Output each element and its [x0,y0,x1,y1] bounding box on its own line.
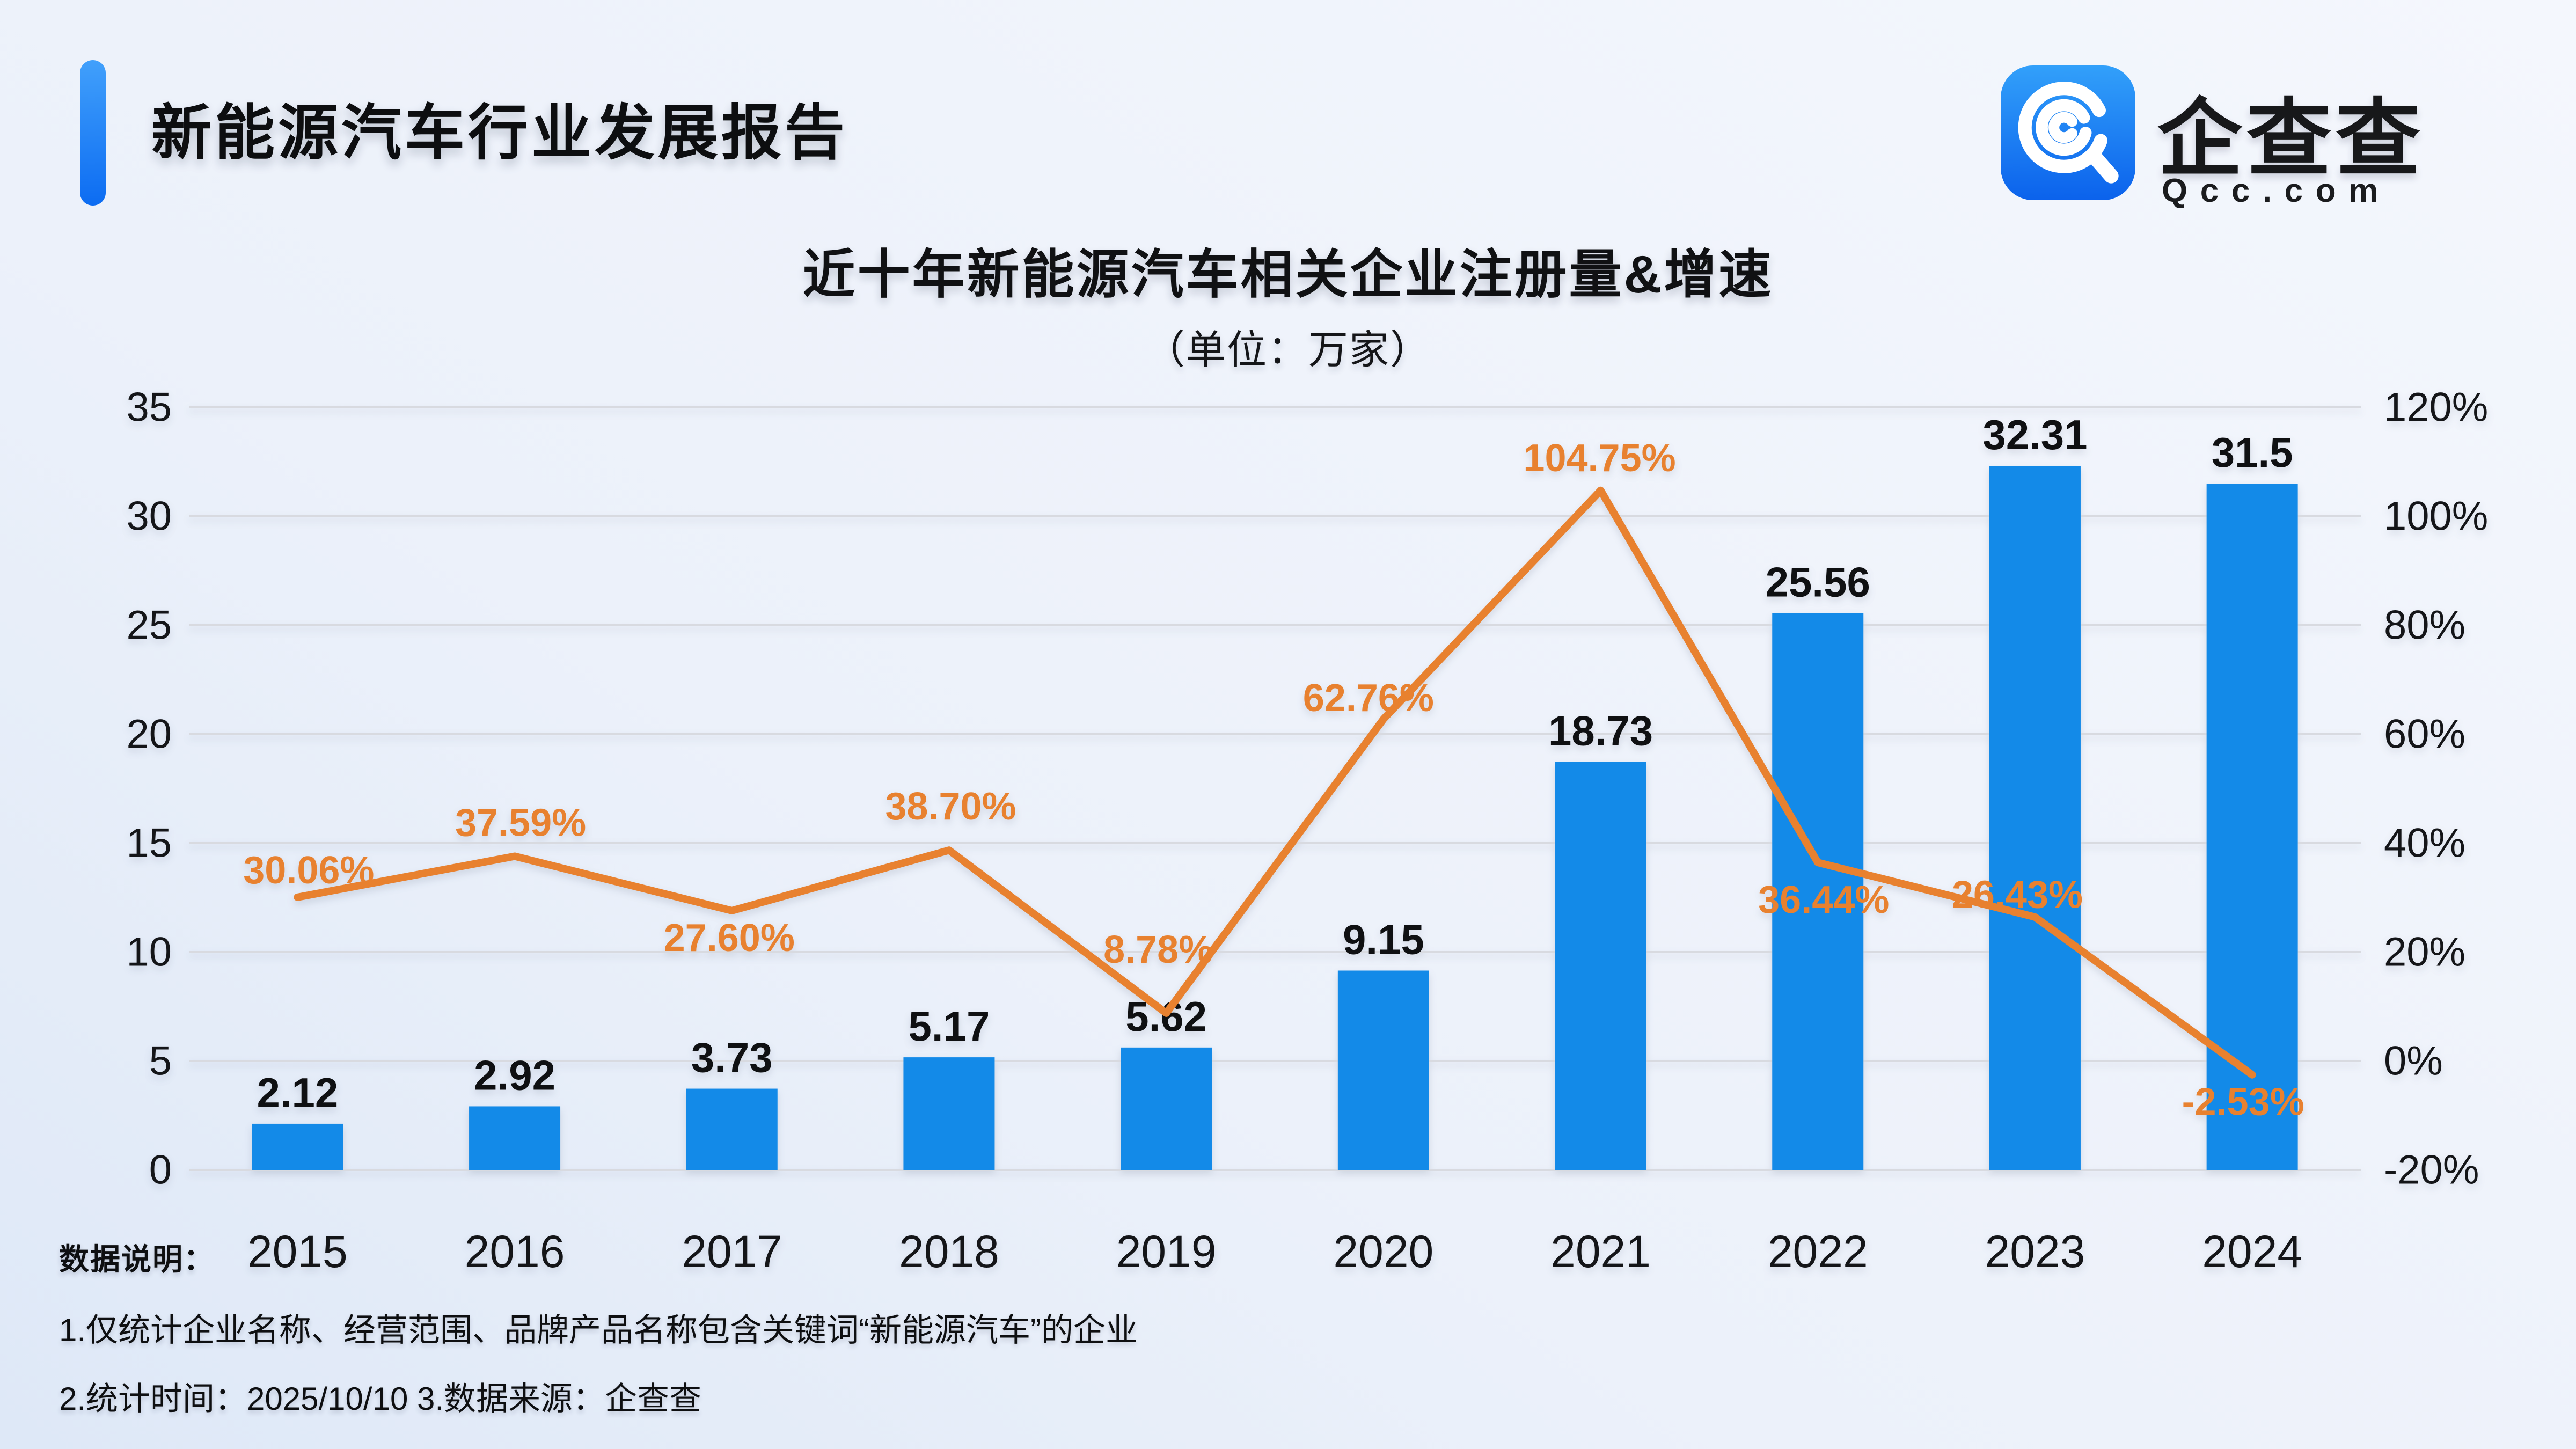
chart-subtitle: （单位：万家） [1145,327,1431,372]
qcc-logo: 企查查 Qcc.com [2001,65,2537,209]
year-label-2017: 2017 [682,1226,782,1277]
right-axis-label-20%: 20% [2384,930,2465,975]
bar-label-2017: 3.73 [691,1034,773,1081]
year-label-2016: 2016 [465,1226,565,1277]
qcc-logo-domain: Qcc.com [2162,172,2391,209]
right-axis-label-40%: 40% [2384,821,2465,866]
bar-2024 [2206,484,2298,1170]
right-axis-label-100%: 100% [2384,494,2488,539]
bar-label-2022: 25.56 [1766,558,1870,605]
growth-label-2023: 26.43% [1952,874,2083,917]
year-label-2023: 2023 [1985,1226,2085,1277]
bar-label-2016: 2.92 [474,1051,555,1099]
year-label-2018: 2018 [899,1226,999,1277]
notes-heading: 数据说明： [59,1242,215,1276]
growth-label-2024: -2.53% [2182,1081,2304,1124]
qcc-logo-name: 企查查 [2157,92,2425,186]
bar-2016 [469,1106,561,1170]
growth-label-2018: 38.70% [885,785,1016,828]
bar-2018 [903,1057,995,1170]
year-label-2019: 2019 [1116,1226,1217,1277]
right-axis-label-80%: 80% [2384,603,2465,648]
growth-label-2015: 30.06% [243,849,374,892]
bar-2022 [1772,613,1864,1170]
left-axis-label-15: 15 [126,821,172,866]
left-axis-label-20: 20 [126,712,172,757]
chart-title: 近十年新能源汽车相关企业注册量&增速 [802,245,1774,304]
notes: 数据说明： 1.仅统计企业名称、经营范围、品牌产品名称包含关键词“新能源汽车”的… [59,1235,1138,1417]
bar-label-2023: 32.31 [1982,411,2087,458]
right-axis-label-120%: 120% [2384,385,2488,430]
growth-label-2020: 62.76% [1303,677,1434,720]
bar-2023 [1989,466,2081,1170]
growth-label-2019: 8.78% [1103,928,1213,971]
bar-2019 [1121,1047,1212,1170]
qcc-logo-icon [2001,65,2135,200]
growth-label-2016: 37.59% [455,801,586,844]
year-label-2021: 2021 [1550,1226,1651,1277]
title-accent-bar [80,60,106,206]
bar-2020 [1337,970,1429,1170]
year-label-2015: 2015 [247,1226,348,1277]
bar-2015 [252,1123,343,1170]
left-axis-label-10: 10 [126,930,172,975]
year-label-2022: 2022 [1768,1226,1868,1277]
growth-label-2022: 36.44% [1758,879,1889,921]
bar-label-2024: 31.5 [2212,429,2293,476]
left-axis-label-5: 5 [149,1038,172,1084]
right-axis-label-0%: 0% [2384,1038,2443,1084]
bar-2021 [1555,762,1646,1170]
right-axis-label--20%: -20% [2384,1147,2479,1193]
left-axis-label-0: 0 [149,1147,172,1193]
bar-label-2021: 18.73 [1548,707,1653,755]
growth-line [294,486,2256,1079]
note-line: 2.统计时间：2025/10/10 3.数据来源：企查查 [59,1381,702,1417]
year-label-2020: 2020 [1333,1226,1433,1277]
bar-label-2018: 5.17 [909,1002,990,1050]
right-axis-label-60%: 60% [2384,712,2465,757]
bar-label-2020: 9.15 [1343,916,1424,963]
page-title: 新能源汽车行业发展报告 [151,99,848,166]
bar-label-2015: 2.12 [257,1069,338,1116]
year-label-2024: 2024 [2202,1226,2302,1277]
left-axis-label-35: 35 [126,385,172,430]
growth-label-2017: 27.60% [664,917,795,960]
left-axis-label-25: 25 [126,603,172,648]
growth-label-2021: 104.75% [1523,437,1675,480]
left-axis-label-30: 30 [126,494,172,539]
bar-2017 [686,1088,778,1170]
note-line: 1.仅统计企业名称、经营范围、品牌产品名称包含关键词“新能源汽车”的企业 [59,1312,1138,1348]
